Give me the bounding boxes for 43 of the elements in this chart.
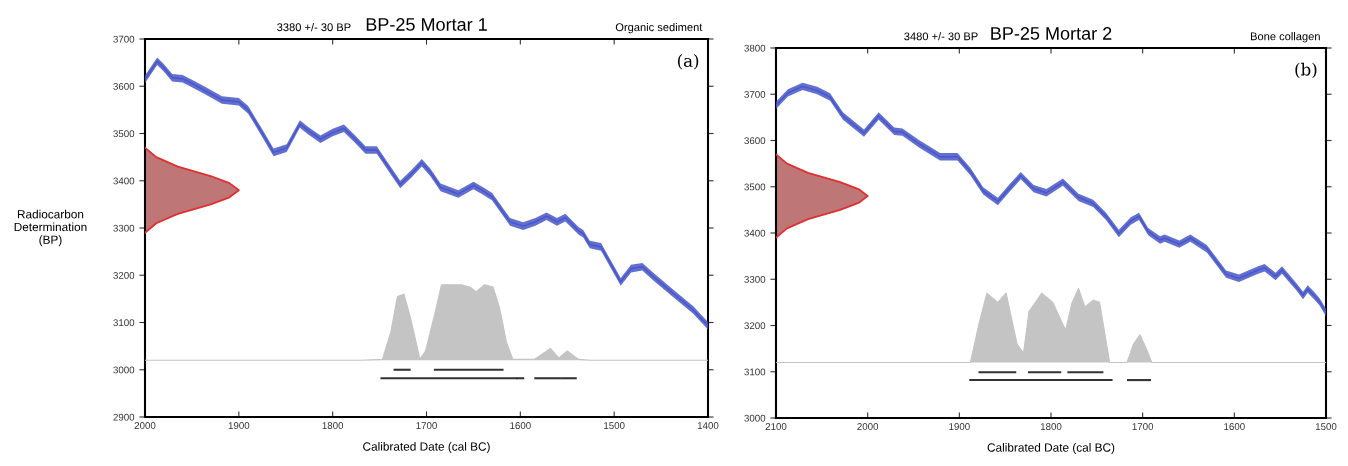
x-tick-label: 2000 xyxy=(857,423,879,430)
x-tick-label: 1600 xyxy=(510,422,531,429)
y-tick-label: 3200 xyxy=(113,271,135,279)
x-tick-label: 2000 xyxy=(134,422,156,429)
y-tick-label: 3100 xyxy=(744,368,766,376)
y-tick-label: 2900 xyxy=(113,413,135,421)
y-tick-label: 3400 xyxy=(744,229,766,237)
text: 3480 +/- 30 BP xyxy=(904,32,978,41)
x-tick-label: 1800 xyxy=(1040,423,1062,430)
y-tick-label: 3400 xyxy=(113,177,135,185)
annotation: (b) xyxy=(1295,62,1317,79)
x-tick-label: 1900 xyxy=(228,422,250,429)
y-tick-label: 3600 xyxy=(744,137,766,145)
y-tick-label: 3800 xyxy=(744,44,766,52)
x-axis-title: Calibrated Date (cal BC) xyxy=(363,442,490,454)
text: 3380 +/- 30 BP xyxy=(277,22,351,32)
y-tick-label: 3300 xyxy=(113,224,135,232)
y-tick-label: 3500 xyxy=(744,183,766,191)
y-tick-label: 3500 xyxy=(113,130,135,138)
x-tick-label: 1800 xyxy=(322,422,344,429)
chart-title: BP-25 Mortar 2 xyxy=(991,27,1112,40)
y-tick-label: 3700 xyxy=(113,35,135,43)
x-tick-label: 2100 xyxy=(765,423,787,430)
y-tick-label: 3300 xyxy=(744,275,766,283)
y-tick-label: 3600 xyxy=(113,82,135,90)
chart-title: BP-25 Mortar 1 xyxy=(366,18,487,31)
y-tick-label: 3700 xyxy=(744,90,766,98)
x-tick-label: 1400 xyxy=(697,422,719,429)
text: Bone collagen xyxy=(1250,32,1320,43)
x-tick-label: 1700 xyxy=(416,422,437,429)
y-tick-label: 3100 xyxy=(113,319,135,327)
y-tick-label: 3200 xyxy=(744,322,766,330)
x-tick-label: 1500 xyxy=(604,422,625,429)
x-axis-title: Calibrated Date (cal BC) xyxy=(987,443,1115,455)
annotation: (a) xyxy=(677,54,699,70)
y-tick-label: 3000 xyxy=(113,366,135,374)
x-tick-label: 1900 xyxy=(949,423,970,430)
x-tick-label: 1700 xyxy=(1132,423,1154,430)
y-axis-title: Radiocarbon Determination (BP) xyxy=(14,209,87,247)
x-tick-label: 1500 xyxy=(1315,423,1337,430)
y-tick-label: 3000 xyxy=(744,414,766,422)
x-tick-label: 1600 xyxy=(1224,423,1245,430)
text: Organic sediment xyxy=(615,22,703,34)
